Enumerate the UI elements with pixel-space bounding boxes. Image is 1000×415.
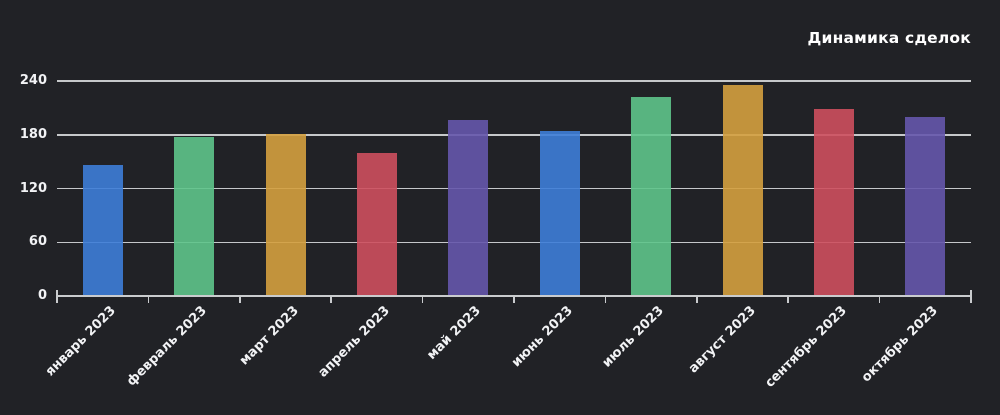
gridline-240 (57, 80, 971, 82)
bar-сентябрь-2023[interactable] (813, 108, 854, 296)
y-axis-label-240: 240 (19, 73, 47, 88)
chart-title: Динамика сделок (807, 29, 971, 47)
gridline-180 (57, 134, 971, 136)
y-axis-label-0: 0 (37, 288, 47, 303)
x-axis-tick (421, 297, 424, 303)
bar-апрель-2023[interactable] (356, 152, 397, 296)
bar-август-2023[interactable] (722, 85, 763, 296)
y-axis-label-180: 180 (19, 126, 47, 142)
y-axis-label-60: 60 (28, 234, 47, 250)
x-axis-tick (604, 297, 607, 303)
x-axis-tick (330, 297, 332, 303)
x-axis-tick (878, 297, 881, 303)
x-axis-line (57, 295, 971, 297)
x-axis-tick (787, 297, 789, 303)
gridline-60 (57, 241, 971, 243)
bar-июнь-2023[interactable] (539, 131, 580, 296)
bar-январь-2023[interactable] (82, 165, 123, 296)
gridline-120 (57, 187, 971, 190)
y-axis-label-120: 120 (19, 180, 47, 196)
x-axis-tick (56, 290, 58, 303)
bar-июль-2023[interactable] (631, 97, 672, 296)
bar-октябрь-2023[interactable] (905, 116, 946, 296)
x-axis-label-январь-2023: январь 2023 (42, 303, 119, 380)
x-axis-tick (696, 297, 698, 303)
bar-май-2023[interactable] (448, 120, 489, 296)
bar-март-2023[interactable] (265, 133, 306, 296)
x-axis-tick (239, 297, 241, 303)
x-axis-tick (147, 297, 150, 303)
x-axis-tick (970, 290, 972, 303)
x-axis-tick (513, 297, 515, 303)
bar-февраль-2023[interactable] (174, 137, 215, 296)
